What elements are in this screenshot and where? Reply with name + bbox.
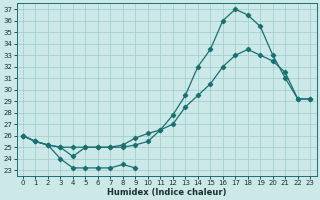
X-axis label: Humidex (Indice chaleur): Humidex (Indice chaleur): [107, 188, 226, 197]
